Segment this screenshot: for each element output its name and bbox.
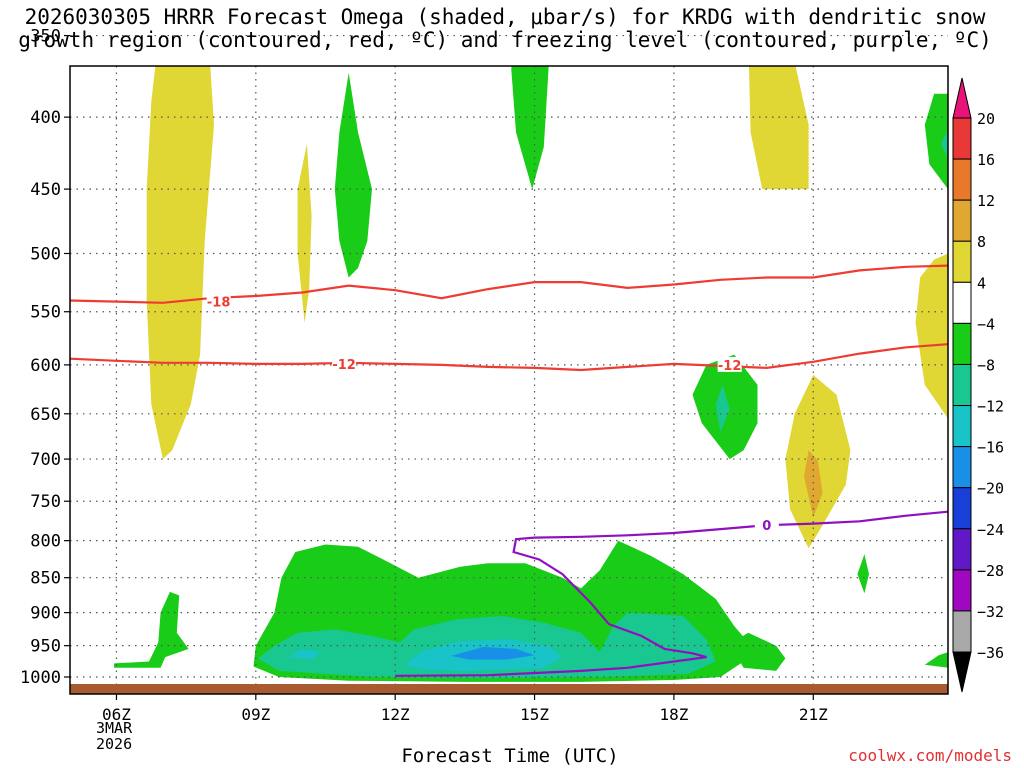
- credit-link[interactable]: coolwx.com/models: [848, 746, 1012, 765]
- colorbar-segment-4: [952, 281, 972, 324]
- omega-pos-23z-top: [932, 0, 948, 23]
- x-tick-label-18Z: 18Z: [659, 705, 688, 724]
- freezing-level-label-bg-0: [754, 517, 779, 533]
- omega-pos-10z: [297, 144, 312, 323]
- colorbar-segment-3: [952, 240, 972, 283]
- y-tick-label-450: 450: [30, 180, 61, 200]
- colorbar-segment-12: [952, 610, 972, 653]
- colorbar-segment-0: [952, 117, 972, 160]
- x-tick-label-21Z: 21Z: [799, 705, 828, 724]
- colorbar-label-5: −4: [977, 315, 995, 333]
- colorbar-segment-1: [952, 158, 972, 201]
- omega-neg3-12z: [288, 648, 321, 660]
- colorbar-segment-2: [952, 199, 972, 242]
- dgz-lower-label-1: -12: [718, 359, 742, 374]
- colorbar-label-0: 20: [977, 110, 995, 128]
- colorbar-label-11: −28: [977, 562, 1004, 580]
- omega-neg4-14z: [450, 646, 535, 660]
- omega-pos2-21z: [804, 450, 823, 518]
- colorbar-top-arrow: [952, 77, 972, 119]
- y-tick-label-600: 600: [30, 356, 61, 376]
- y-tick-label-750: 750: [30, 492, 61, 512]
- x-axis-label: Forecast Time (UTC): [401, 745, 619, 767]
- dgz-lower-label-bg-0: [332, 355, 357, 371]
- chart-title: 2026030305 HRRR Forecast Omega (shaded, …: [0, 6, 1010, 52]
- y-tick-label-650: 650: [30, 405, 61, 425]
- colorbar-segment-5: [952, 322, 972, 365]
- colorbar-label-7: −12: [977, 398, 1004, 416]
- colorbar-bottom-arrow: [952, 651, 972, 693]
- y-tick-label-900: 900: [30, 604, 61, 624]
- omega-neg-15z: [511, 66, 549, 190]
- omega-neg-23z-base: [924, 652, 948, 668]
- omega-hole-16z: [567, 552, 591, 578]
- title-line-2: growth region (contoured, red, ºC) and f…: [18, 28, 992, 52]
- omega-neg2-23z-mid: [941, 129, 948, 159]
- dgz-upper-label-0: -18: [207, 296, 231, 311]
- colorbar-label-9: −20: [977, 480, 1004, 498]
- dgz-upper-label-bg-0: [206, 293, 231, 309]
- x-tick-label-06Z: 06Z: [102, 705, 131, 724]
- omega-pos-20z: [748, 66, 809, 190]
- y-tick-label-1000: 1000: [20, 668, 61, 688]
- axis-ticks: 2503003504004505005506006507007508008509…: [20, 27, 828, 724]
- colorbar-label-4: 4: [977, 274, 986, 292]
- y-tick-label-550: 550: [30, 303, 61, 323]
- colorbar-label-3: 8: [977, 233, 986, 251]
- omega-pos-7z: [146, 66, 214, 460]
- title-line-1: 2026030305 HRRR Forecast Omega (shaded, …: [24, 5, 986, 29]
- x-tick-label-15Z: 15Z: [520, 705, 549, 724]
- dgz-lower-label-bg-1: [717, 356, 742, 372]
- colorbar-label-8: −16: [977, 439, 1004, 457]
- colorbar-label-6: −8: [977, 356, 995, 374]
- omega-pos-23z-low: [915, 253, 948, 419]
- date-line-month: 3MAR: [96, 719, 133, 737]
- colorbar-segment-8: [952, 446, 972, 489]
- contour-lines: -18 -12 -12 0: [70, 264, 948, 677]
- shade-clipped: [114, 0, 948, 682]
- dgz-lower-label-0: -12: [332, 358, 356, 373]
- omega-neg-22z: [857, 554, 869, 594]
- ground-surface: [70, 684, 948, 694]
- y-tick-label-400: 400: [30, 108, 61, 128]
- colorbar-label-12: −32: [977, 603, 1004, 621]
- shaded-regions: [114, 0, 948, 682]
- freezing-level-label-0: 0: [762, 519, 771, 534]
- colorbar-segment-11: [952, 569, 972, 612]
- colorbar-label-10: −24: [977, 521, 1004, 539]
- colorbar-segment-7: [952, 405, 972, 448]
- y-tick-label-500: 500: [30, 244, 61, 264]
- colorbar: 20 16 12 8 4 −4 −8 −12 −16 −20 −24 −28 −32 −36: [952, 77, 1004, 693]
- y-tick-label-800: 800: [30, 532, 61, 552]
- y-tick-label-950: 950: [30, 637, 61, 657]
- colorbar-label-2: 12: [977, 192, 995, 210]
- omega-neg-7z: [114, 591, 189, 668]
- grid-lines: [70, 34, 948, 694]
- colorbar-segment-9: [952, 487, 972, 530]
- omega-neg-11z: [334, 72, 372, 278]
- date-label: 3MAR 2026: [96, 720, 132, 752]
- colorbar-label-13: −36: [977, 644, 1004, 662]
- omega-neg2-19z: [715, 384, 730, 433]
- x-tick-label-12Z: 12Z: [381, 705, 410, 724]
- dgz-lower-line: [70, 343, 948, 372]
- colorbar-segment-10: [952, 528, 972, 571]
- colorbar-segment-6: [952, 363, 972, 407]
- plot-frame: [69, 65, 949, 695]
- omega-neg-20z: [729, 632, 786, 671]
- colorbar-label-1: 16: [977, 151, 995, 169]
- y-tick-label-350: 350: [30, 27, 61, 47]
- y-tick-label-700: 700: [30, 450, 61, 470]
- y-tick-label-850: 850: [30, 569, 61, 589]
- x-tick-label-09Z: 09Z: [241, 705, 270, 724]
- date-line-year: 2026: [96, 735, 133, 753]
